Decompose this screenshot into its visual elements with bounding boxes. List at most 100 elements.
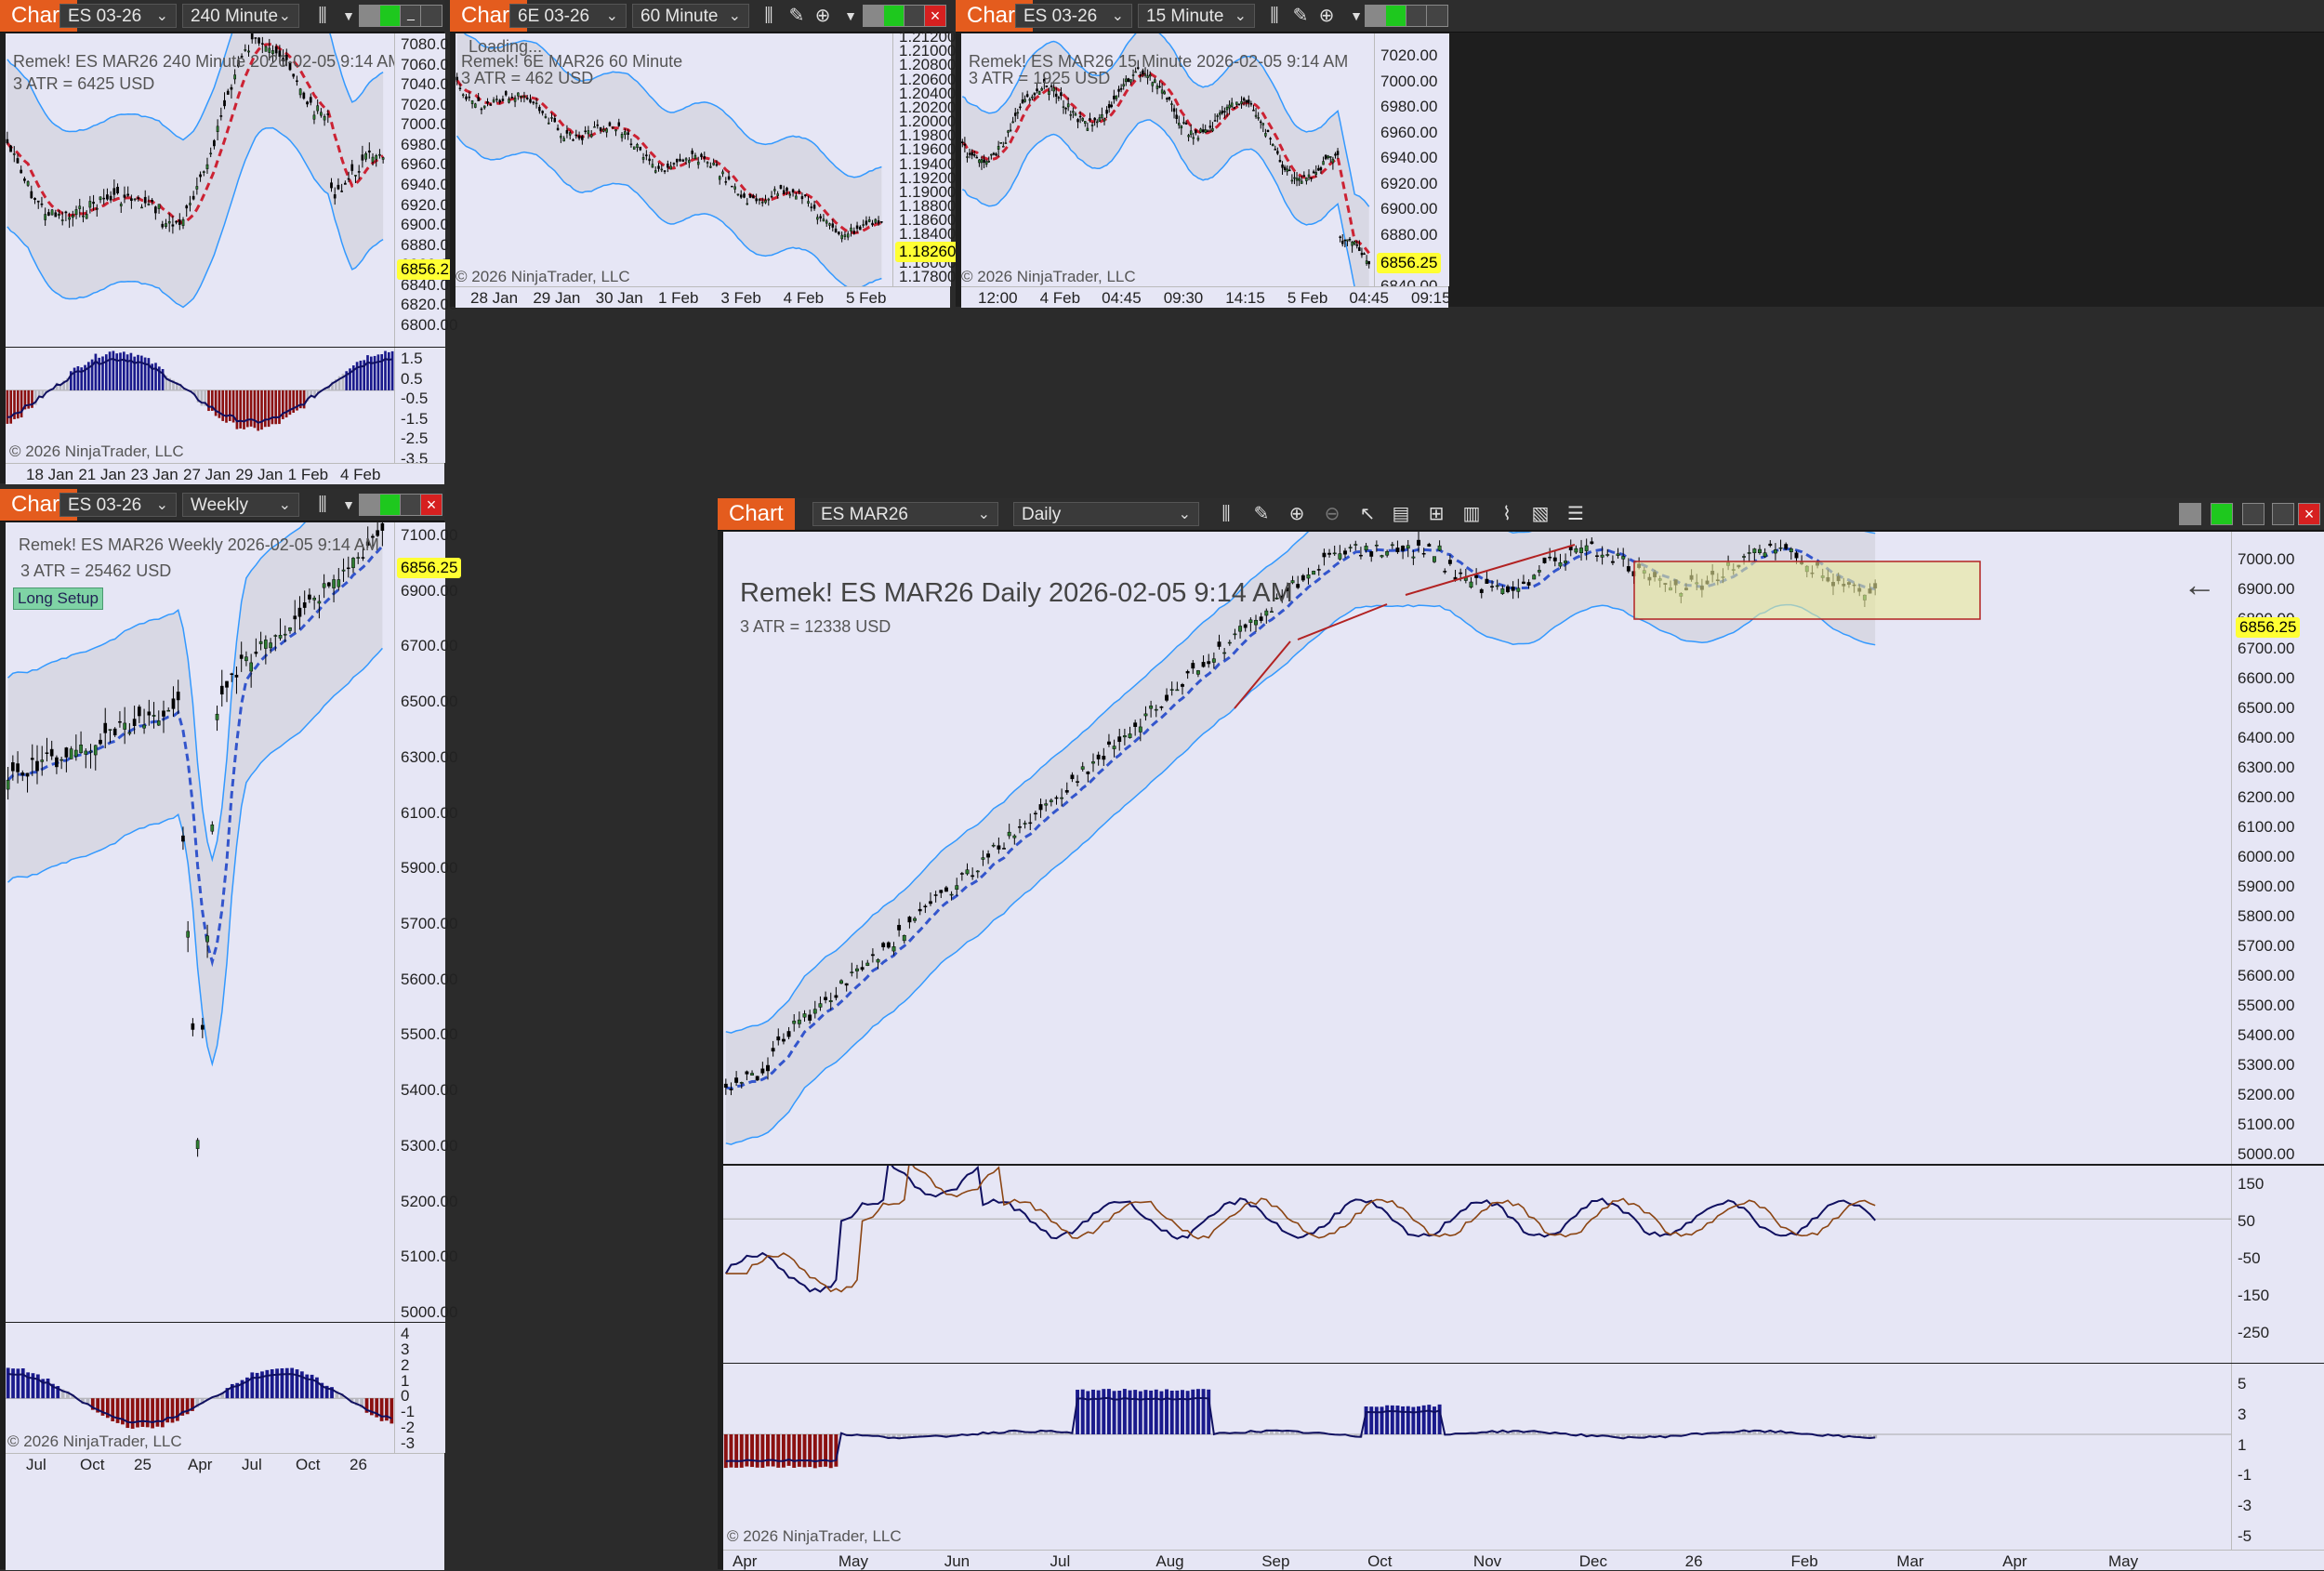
candle — [1107, 742, 1110, 745]
candle — [1014, 113, 1016, 116]
candle — [1349, 239, 1351, 240]
candle — [235, 675, 238, 677]
interval-select[interactable]: 240 Minute⌄ — [182, 4, 299, 28]
properties-icon[interactable]: ⊞ — [1424, 503, 1448, 525]
candle — [58, 214, 59, 215]
candle — [1258, 117, 1260, 118]
instrument-select[interactable]: ES MAR26⌄ — [812, 502, 998, 526]
color-link-button[interactable] — [359, 5, 381, 27]
link-button[interactable] — [379, 5, 402, 27]
close-button[interactable]: × — [924, 5, 946, 27]
histogram-bar — [1422, 1406, 1426, 1434]
candle — [1152, 83, 1154, 86]
price-tick: 5000.00 — [401, 1303, 457, 1322]
titlebar: Chart ES MAR26⌄ Daily⌄ ⫼ ✎ ⊕ ⊖ ↖ ▤ ⊞ ▥ ⌇… — [718, 498, 2324, 531]
price-panel[interactable]: Remek! ES MAR26 Daily 2026-02-05 9:14 AM… — [723, 532, 2231, 1164]
color-link-button[interactable] — [359, 494, 381, 516]
color-link-button[interactable] — [1365, 5, 1387, 27]
candlestick-icon[interactable]: ⫼ — [1262, 5, 1287, 27]
candle — [46, 753, 48, 754]
price-panel[interactable]: Remek! ES MAR26 Weekly 2026-02-05 9:14 A… — [6, 522, 394, 1322]
close-button[interactable]: × — [420, 494, 442, 516]
interval-select[interactable]: Weekly⌄ — [182, 493, 299, 517]
chart-title: Remek! ES MAR26 240 Minute 2026-02-05 9:… — [13, 52, 394, 72]
candlestick-icon[interactable]: ⫼ — [310, 494, 335, 516]
minimize-button[interactable] — [400, 494, 422, 516]
candlestick-icon[interactable]: ⫼ — [757, 5, 781, 27]
maximize-button[interactable] — [2272, 503, 2294, 525]
instrument-select[interactable]: 6E 03-26⌄ — [509, 4, 627, 28]
price-panel[interactable]: Remek! 6E MAR26 60 Minute 3 ATR = 462 US… — [456, 33, 892, 286]
candle — [61, 220, 63, 221]
candle — [1106, 110, 1108, 113]
time-tick: May — [838, 1552, 868, 1571]
instrument-select[interactable]: ES 03-26⌄ — [59, 493, 177, 517]
list-icon[interactable]: ☰ — [1564, 503, 1588, 525]
chevron-down-icon[interactable]: ▼ — [337, 5, 361, 27]
candle — [362, 558, 364, 559]
candle — [47, 212, 49, 215]
candle — [1365, 546, 1367, 549]
minimize-button[interactable] — [904, 5, 926, 27]
chevron-down-icon[interactable]: ▼ — [838, 5, 863, 27]
color-link-button[interactable] — [2179, 503, 2201, 525]
candle — [808, 1015, 811, 1021]
price-panel[interactable]: Remek! ES MAR26 240 Minute 2026-02-05 9:… — [6, 33, 394, 347]
instrument-select[interactable]: ES 03-26⌄ — [59, 4, 177, 28]
instrument-select[interactable]: ES 03-26⌄ — [1015, 4, 1132, 28]
candle — [985, 162, 987, 165]
zoom-in-icon[interactable]: ⊕ — [1285, 503, 1309, 525]
indicators-icon[interactable]: ⌇ — [1495, 503, 1519, 525]
arrow-left-icon[interactable]: ← — [2183, 565, 2216, 604]
interval-select[interactable]: Daily⌄ — [1013, 502, 1199, 526]
candle — [124, 723, 126, 730]
zoom-in-icon[interactable]: ⊕ — [811, 5, 835, 27]
close-button[interactable]: × — [2298, 503, 2320, 525]
strategy-icon[interactable]: ▥ — [1459, 503, 1484, 525]
candle — [31, 191, 33, 198]
price-canvas — [723, 532, 2231, 1164]
maximize-button[interactable] — [1426, 5, 1448, 27]
oscillator-panel-1[interactable] — [723, 1166, 2231, 1363]
minimize-button[interactable]: _ — [400, 5, 422, 27]
templates-icon[interactable]: ▧ — [1528, 503, 1552, 525]
pencil-icon[interactable]: ✎ — [1288, 5, 1313, 27]
minimize-button[interactable] — [2242, 503, 2265, 525]
chevron-down-icon[interactable]: ▼ — [337, 494, 361, 516]
link-button[interactable] — [2211, 503, 2233, 525]
candle — [41, 760, 44, 762]
chart-tab[interactable]: Chart — [718, 498, 795, 530]
oscillator-panel[interactable]: © 2026 NinjaTrader, LLC — [6, 1323, 394, 1453]
instrument-value: ES 03-26 — [68, 7, 141, 26]
price-panel[interactable]: Remek! ES MAR26 15 Minute 2026-02-05 9:1… — [961, 33, 1374, 286]
price-tick: 6000.00 — [2238, 848, 2294, 866]
candle — [823, 219, 825, 221]
data-box-icon[interactable]: ▤ — [1389, 503, 1413, 525]
link-button[interactable] — [883, 5, 905, 27]
link-button[interactable] — [379, 494, 402, 516]
zoom-out-icon[interactable]: ⊖ — [1320, 503, 1344, 525]
candle — [838, 232, 839, 234]
link-button[interactable] — [1385, 5, 1407, 27]
pencil-icon[interactable]: ✎ — [1249, 503, 1274, 525]
candlestick-icon[interactable]: ⫼ — [310, 5, 335, 27]
candle — [154, 207, 156, 214]
candle — [1012, 122, 1014, 123]
candle — [1305, 178, 1307, 180]
minimize-button[interactable] — [1406, 5, 1428, 27]
color-link-button[interactable] — [863, 5, 885, 27]
interval-select[interactable]: 60 Minute⌄ — [632, 4, 749, 28]
histogram-bar — [148, 358, 151, 390]
pencil-icon[interactable]: ✎ — [785, 5, 809, 27]
zoom-in-icon[interactable]: ⊕ — [1314, 5, 1339, 27]
oscillator-panel-2[interactable]: © 2026 NinjaTrader, LLC — [723, 1364, 2231, 1550]
oscillator-panel[interactable]: © 2026 NinjaTrader, LLC — [6, 348, 394, 463]
candle — [240, 655, 243, 659]
histogram-bar — [101, 356, 104, 389]
cursor-icon[interactable]: ↖ — [1355, 503, 1380, 525]
maximize-button[interactable] — [420, 5, 442, 27]
interval-select[interactable]: 15 Minute⌄ — [1138, 4, 1255, 28]
candle — [792, 190, 794, 192]
price-tick: 7000.00 — [1380, 73, 1437, 91]
candlestick-icon[interactable]: ⫼ — [1214, 503, 1238, 525]
